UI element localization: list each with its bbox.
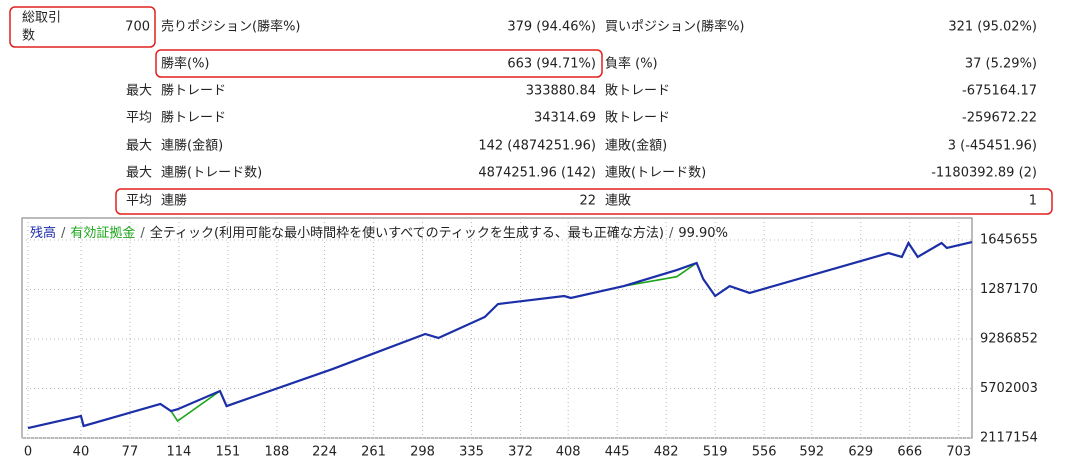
stat-value: -675164.17: [962, 84, 1037, 99]
x-tick-label: 703: [946, 445, 971, 460]
stat-value: 37 (5.29%): [965, 57, 1037, 72]
highlight-box: [115, 188, 1053, 215]
legend-part: /: [61, 226, 66, 241]
stat-label: 連勝(金額): [161, 138, 223, 154]
stat-label: 連敗: [605, 194, 631, 209]
legend-part: 全ティック(利用可能な最小時間枠を使いすべてのティックを生成する、最も正確な方法…: [150, 225, 664, 241]
x-tick-label: 445: [605, 445, 630, 460]
stat-value: 142 (4874251.96): [478, 139, 596, 154]
stat-label: 買いポジション(勝率%): [605, 19, 745, 35]
x-tick-label: 408: [556, 445, 581, 460]
stat-value: 379 (94.46%): [507, 20, 596, 35]
y-tick-label: 5702003: [980, 381, 1038, 396]
stat-value: -259672.22: [962, 111, 1037, 126]
total-trades-label-a: 総取引: [22, 11, 61, 26]
x-tick-label: 556: [752, 445, 777, 460]
row-prefix: 最大: [126, 84, 152, 99]
x-tick-label: 372: [508, 445, 533, 460]
legend-part: /: [140, 226, 145, 241]
stat-value: 321 (95.02%): [948, 20, 1037, 35]
y-tick-label: 9286852: [980, 331, 1038, 346]
x-tick-label: 114: [167, 445, 192, 460]
chart-legend: 残高 / 有効証拠金 / 全ティック(利用可能な最小時間枠を使いすべてのティックを生成す…: [30, 225, 728, 241]
stat-value: 22: [579, 194, 596, 209]
row-prefix: 最大: [126, 166, 152, 181]
stat-label: 勝トレード: [161, 84, 226, 99]
row-prefix: 最大: [126, 139, 152, 154]
stat-value: 1: [1029, 194, 1037, 209]
stat-value: 3 (-45451.96): [948, 139, 1037, 154]
x-tick-label: 77: [122, 445, 139, 460]
legend-part: 残高: [30, 225, 56, 241]
x-tick-label: 629: [848, 445, 873, 460]
stat-label: 連勝(トレード数): [161, 166, 262, 181]
total-trades-label-b: 数: [22, 29, 35, 44]
x-tick-label: 592: [799, 445, 824, 460]
stat-value: 4874251.96 (142): [478, 166, 596, 181]
y-tick-label: 2117154: [980, 431, 1038, 446]
x-tick-label: 666: [897, 445, 922, 460]
stat-label: 売りポジション(勝率%): [161, 19, 301, 35]
stat-value: 663 (94.71%): [507, 57, 596, 72]
highlight-box: [9, 6, 156, 48]
x-tick-label: 40: [73, 445, 90, 460]
stat-label: 連敗(トレード数): [605, 166, 706, 181]
series-line: [27, 240, 973, 430]
stat-label: 連敗(金額): [605, 138, 667, 154]
total-trades-value: 700: [125, 20, 150, 35]
x-tick-label: 335: [459, 445, 484, 460]
y-tick-label: 1645655: [980, 232, 1038, 247]
legend-part: 99.90%: [678, 226, 728, 241]
x-tick-label: 224: [312, 445, 337, 460]
x-tick-label: 298: [410, 445, 435, 460]
highlight-box: [155, 49, 603, 78]
row-prefix: 平均: [126, 194, 152, 209]
y-tick-label: 1287170: [980, 282, 1038, 297]
stat-label: 負率 (%): [605, 56, 658, 72]
x-tick-label: 261: [361, 445, 386, 460]
stat-label: 連勝: [161, 194, 187, 209]
legend-part: 有効証拠金: [70, 225, 135, 241]
legend-part: /: [669, 226, 674, 241]
stat-value: 34314.69: [534, 111, 596, 126]
stat-label: 敗トレード: [605, 111, 670, 126]
plot-frame: [21, 217, 973, 439]
stat-label: 勝率(%): [161, 56, 210, 72]
x-tick-label: 482: [654, 445, 679, 460]
stat-label: 勝トレード: [161, 111, 226, 126]
stat-value: 333880.84: [526, 84, 596, 99]
stat-label: 敗トレード: [605, 84, 670, 99]
stat-value: -1180392.89 (2): [931, 166, 1037, 181]
row-prefix: 平均: [126, 111, 152, 126]
x-tick-label: 519: [703, 445, 728, 460]
x-tick-label: 151: [216, 445, 241, 460]
x-tick-label: 0: [24, 445, 32, 460]
x-tick-label: 188: [264, 445, 289, 460]
